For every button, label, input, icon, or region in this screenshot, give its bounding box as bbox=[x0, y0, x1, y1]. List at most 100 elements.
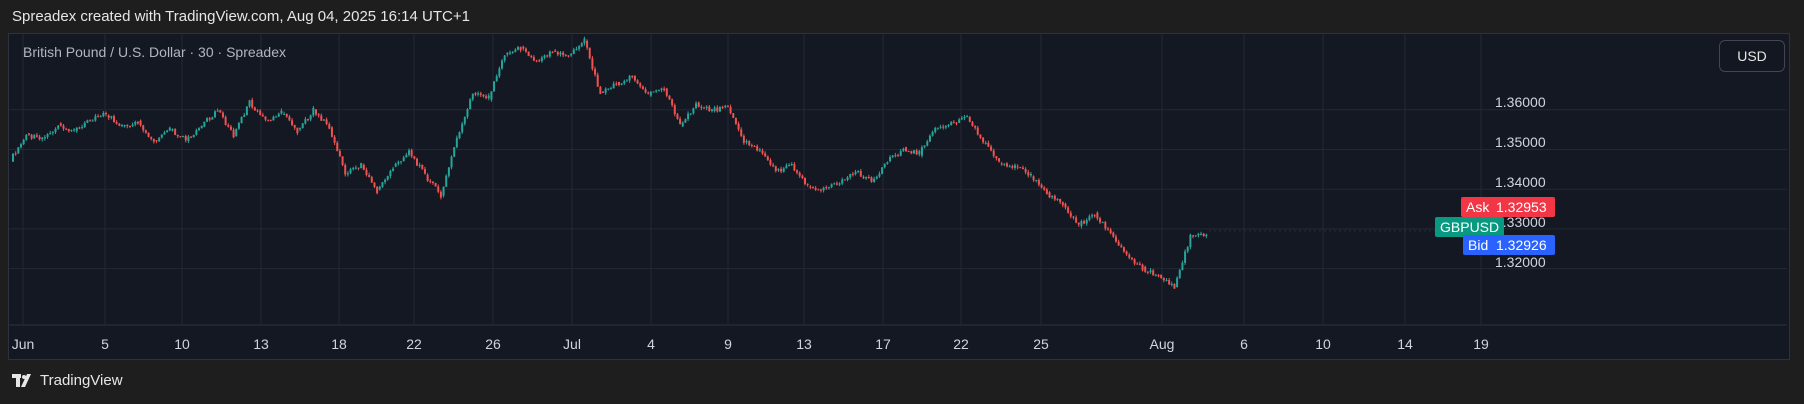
candle-body bbox=[174, 129, 177, 135]
price-chart[interactable] bbox=[9, 34, 1789, 359]
candle-body bbox=[12, 153, 14, 162]
candle-body bbox=[322, 119, 325, 121]
candle-body bbox=[277, 113, 280, 117]
candle-body bbox=[1059, 199, 1062, 203]
candle-body bbox=[78, 127, 81, 129]
candle-body bbox=[835, 183, 838, 185]
candle-body bbox=[14, 153, 17, 155]
candle-body bbox=[522, 46, 525, 49]
candle-body bbox=[256, 110, 259, 112]
candle-body bbox=[724, 105, 727, 108]
candle-body bbox=[73, 129, 76, 131]
candle-body bbox=[152, 138, 155, 142]
candle-body bbox=[49, 133, 52, 135]
candle-body bbox=[1130, 257, 1133, 260]
candle-body bbox=[283, 114, 286, 116]
candle-body bbox=[535, 60, 538, 62]
candle-body bbox=[179, 136, 182, 138]
candle-body bbox=[684, 119, 687, 123]
candle-body bbox=[150, 136, 153, 139]
candle-body bbox=[958, 119, 961, 123]
candle-body bbox=[766, 156, 769, 161]
candle-body bbox=[1197, 233, 1200, 236]
candle-body bbox=[987, 142, 990, 147]
tradingview-logo[interactable]: TradingView bbox=[12, 372, 123, 389]
candle-body bbox=[296, 127, 299, 134]
candle-body bbox=[275, 116, 278, 118]
candle-body bbox=[790, 163, 793, 166]
candle-body bbox=[809, 186, 812, 188]
candle-body bbox=[373, 182, 376, 187]
candle-body bbox=[503, 55, 506, 61]
candle-body bbox=[46, 134, 49, 137]
candle-body bbox=[551, 51, 554, 54]
candle-body bbox=[679, 118, 682, 124]
candle-body bbox=[817, 189, 820, 191]
candle-body bbox=[43, 136, 46, 139]
candle-body bbox=[636, 80, 639, 84]
candle-body bbox=[354, 167, 357, 169]
candle-body bbox=[1091, 215, 1094, 217]
candle-body bbox=[1083, 221, 1086, 224]
candle-body bbox=[1122, 247, 1125, 252]
candle-body bbox=[681, 122, 684, 127]
candle-body bbox=[190, 136, 193, 138]
candle-body bbox=[1184, 251, 1187, 263]
date-axis-label: 10 bbox=[174, 336, 190, 352]
candle-body bbox=[559, 52, 562, 55]
candle-body bbox=[721, 107, 724, 109]
candle-body bbox=[1168, 280, 1171, 285]
candle-body bbox=[918, 151, 921, 155]
candle-body bbox=[1144, 266, 1147, 272]
candle-body bbox=[862, 176, 865, 179]
candle-body bbox=[144, 130, 147, 133]
candle-body bbox=[360, 163, 363, 168]
candle-body bbox=[498, 68, 501, 77]
candle-body bbox=[352, 167, 355, 170]
candle-body bbox=[788, 165, 791, 167]
candle-body bbox=[511, 51, 514, 53]
candle-body bbox=[1189, 234, 1192, 248]
candle-body bbox=[599, 86, 602, 94]
candle-body bbox=[1000, 163, 1003, 165]
candle-body bbox=[737, 123, 740, 130]
candle-body bbox=[410, 150, 413, 157]
date-axis-label: 14 bbox=[1397, 336, 1413, 352]
candle-body bbox=[126, 124, 129, 126]
candle-body bbox=[221, 112, 224, 118]
date-axis-label: 13 bbox=[796, 336, 812, 352]
candle-body bbox=[1003, 163, 1006, 165]
candle-body bbox=[920, 147, 923, 156]
candle-body bbox=[1117, 241, 1120, 246]
candle-body bbox=[1027, 172, 1030, 176]
candle-body bbox=[453, 147, 456, 157]
date-axis-label: 18 bbox=[331, 336, 347, 352]
candle-body bbox=[81, 127, 84, 129]
candle-body bbox=[320, 115, 323, 121]
candle-body bbox=[867, 177, 870, 179]
candle-body bbox=[540, 57, 543, 62]
candle-body bbox=[729, 106, 732, 114]
candle-body bbox=[309, 115, 312, 120]
candle-body bbox=[801, 175, 804, 178]
date-axis-label: Aug bbox=[1149, 336, 1175, 352]
price-scale-label: 1.32000 bbox=[1495, 254, 1546, 270]
candle-body bbox=[827, 187, 830, 189]
candle-body bbox=[782, 168, 785, 172]
candle-body bbox=[198, 128, 201, 131]
candle-body bbox=[718, 107, 721, 112]
candle-body bbox=[171, 129, 174, 131]
candle-body bbox=[105, 112, 108, 114]
candle-body bbox=[641, 86, 644, 90]
candle-body bbox=[131, 124, 134, 126]
candle-body bbox=[1149, 270, 1152, 273]
candle-body bbox=[237, 123, 240, 129]
currency-button[interactable]: USD bbox=[1719, 40, 1785, 72]
candle-body bbox=[1104, 222, 1107, 229]
candle-body bbox=[216, 110, 219, 112]
candle-body bbox=[118, 123, 121, 126]
candle-body bbox=[689, 113, 692, 115]
chart-frame[interactable]: British Pound / U.S. Dollar · 30 · Sprea… bbox=[8, 33, 1790, 360]
candle-body bbox=[397, 162, 400, 164]
candle-body bbox=[780, 168, 783, 172]
